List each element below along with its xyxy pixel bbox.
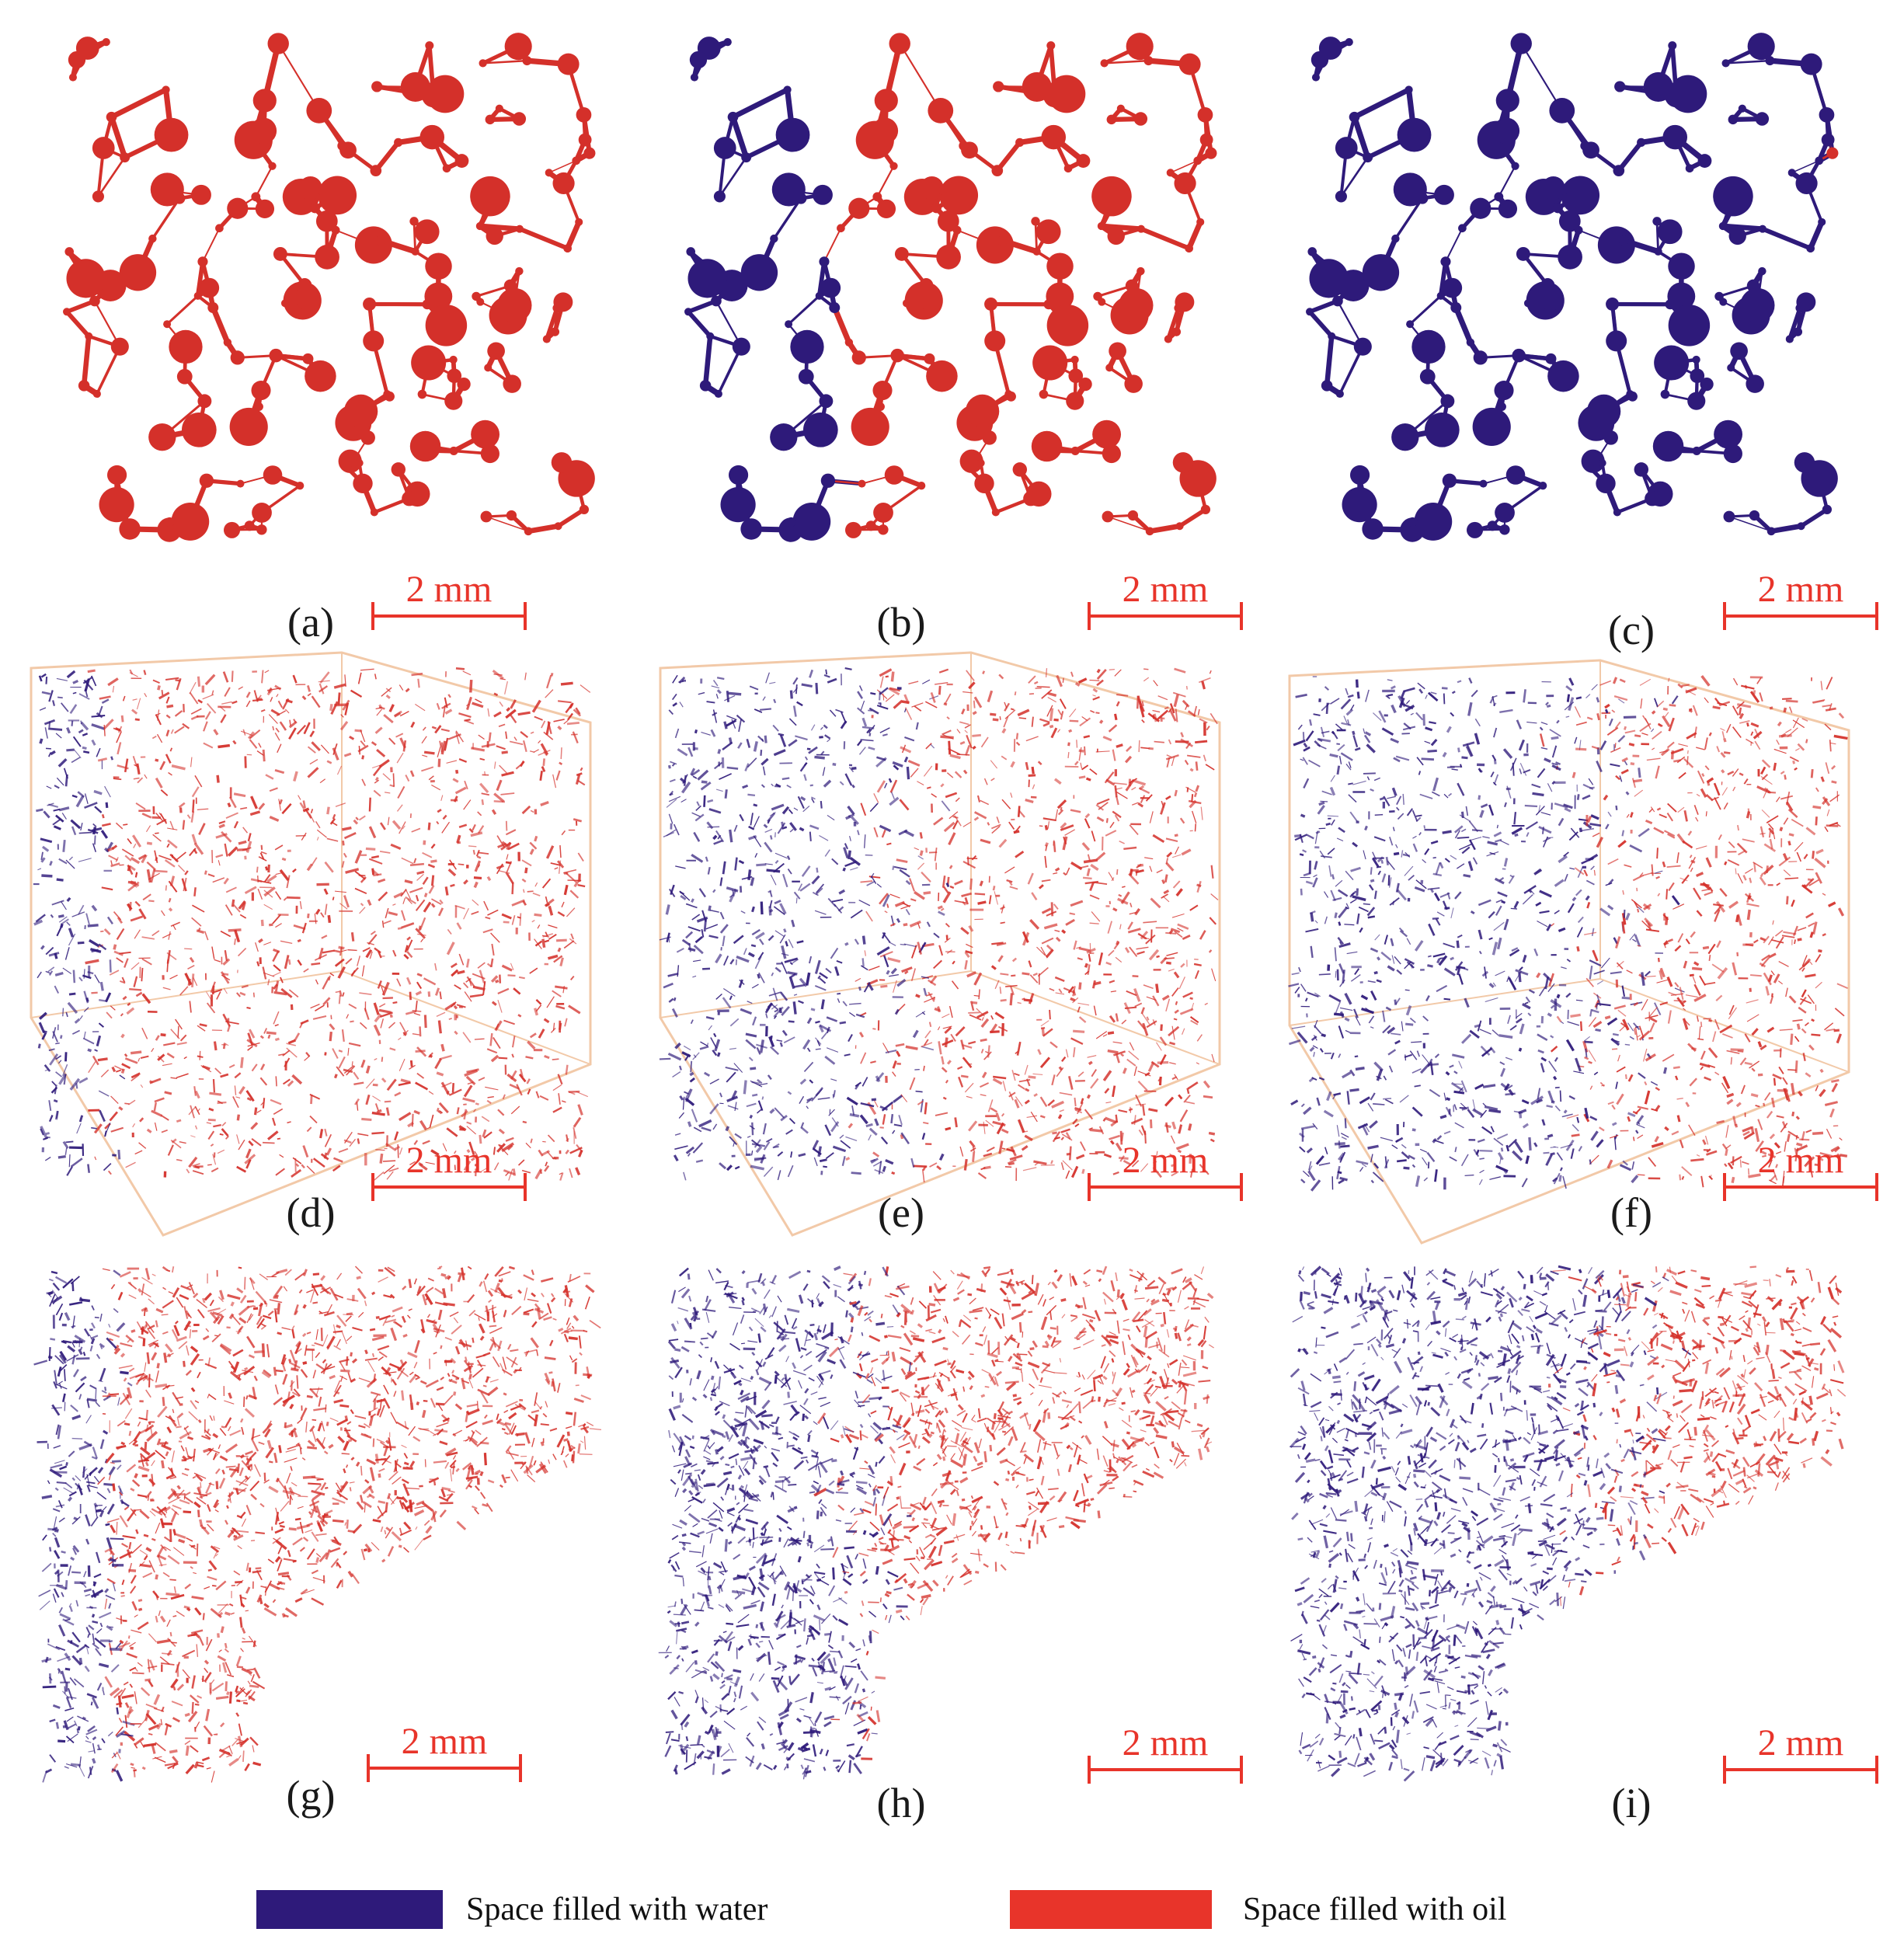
pore-network-image-b xyxy=(684,33,1217,542)
scale-bar-c: 2 mm xyxy=(1723,569,1878,630)
scale-bar-text: 2 mm xyxy=(406,569,493,610)
panel-b: (b) 2 mm xyxy=(653,8,1274,646)
legend-swatch-oil xyxy=(1010,1890,1212,1929)
scale-bar-e: 2 mm xyxy=(1088,1140,1243,1201)
scale-bar-i: 2 mm xyxy=(1723,1722,1878,1784)
panel-label-e: (e) xyxy=(878,1189,924,1236)
pore-space-image-i xyxy=(1290,1265,1847,1782)
scale-bar-text: 2 mm xyxy=(1122,1140,1209,1181)
legend-label-oil: Space filled with oil xyxy=(1243,1892,1507,1927)
scale-bar-h: 2 mm xyxy=(1088,1722,1243,1784)
panel-f: (f) 2 mm xyxy=(1274,653,1888,1259)
panel-label-a: (a) xyxy=(287,599,334,646)
scale-bar-f: 2 mm xyxy=(1723,1140,1878,1201)
panel-i: (i) 2 mm xyxy=(1274,1243,1888,1857)
panel-label-b: (b) xyxy=(876,599,926,646)
panel-h: (h) 2 mm xyxy=(645,1243,1266,1833)
scale-bar-a: 2 mm xyxy=(371,569,527,630)
panel-label-c: (c) xyxy=(1608,607,1655,653)
scale-bar-g: 2 mm xyxy=(367,1721,522,1782)
panel-label-f: (f) xyxy=(1610,1189,1652,1236)
panel-label-h: (h) xyxy=(876,1780,926,1826)
pore-space-image-h xyxy=(658,1265,1214,1780)
scale-bar-b: 2 mm xyxy=(1088,569,1243,630)
scale-bar-text: 2 mm xyxy=(1122,569,1209,610)
panel-e: (e) 2 mm xyxy=(645,645,1266,1251)
pore-space-image-g xyxy=(33,1265,602,1783)
scale-bar-text: 2 mm xyxy=(1757,1722,1844,1763)
pore-network-image-c xyxy=(1306,33,1839,542)
pore-space-image-f xyxy=(1288,659,1850,1245)
panel-label-d: (d) xyxy=(286,1189,336,1236)
scale-bar-text: 2 mm xyxy=(1757,1140,1844,1181)
panel-label-i: (i) xyxy=(1611,1780,1652,1826)
panel-a: (a) 2 mm xyxy=(31,8,621,646)
scale-bar-text: 2 mm xyxy=(1122,1722,1209,1763)
legend-label-water: Space filled with water xyxy=(466,1892,768,1927)
panel-d: (d) 2 mm xyxy=(16,645,637,1251)
scale-bar-text: 2 mm xyxy=(1757,569,1844,610)
pore-space-image-d xyxy=(30,651,592,1237)
legend-swatch-water xyxy=(256,1890,443,1929)
scale-bar-text: 2 mm xyxy=(406,1140,493,1181)
pore-space-image-e xyxy=(659,651,1221,1237)
scale-bar-text: 2 mm xyxy=(401,1721,488,1762)
panel-label-g: (g) xyxy=(286,1772,336,1819)
panel-g: (g) 2 mm xyxy=(23,1243,637,1833)
panel-c: (c) 2 mm xyxy=(1274,8,1880,653)
pore-network-image-a xyxy=(63,33,596,542)
scale-bar-d: 2 mm xyxy=(371,1140,527,1201)
